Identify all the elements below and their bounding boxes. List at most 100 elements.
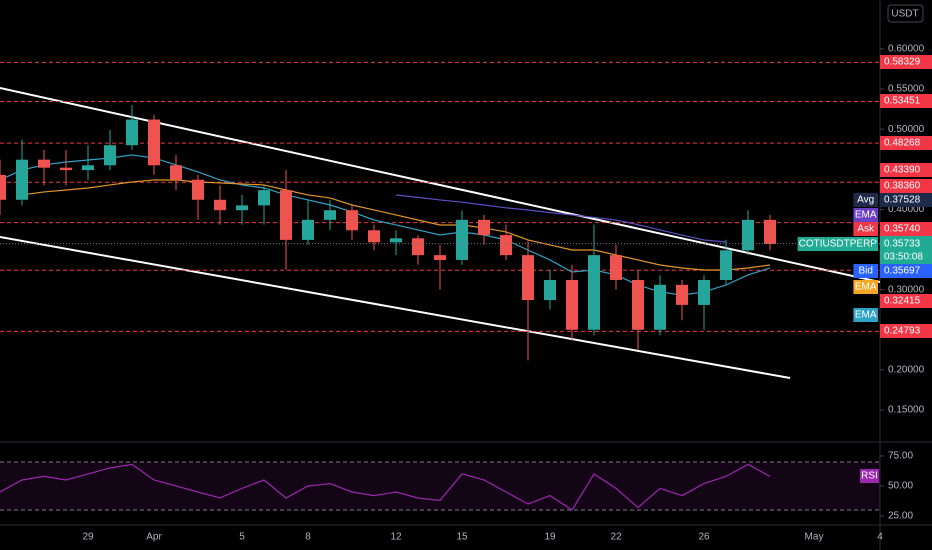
- level-label: 0.58329: [884, 57, 921, 68]
- candle-body: [38, 159, 50, 168]
- tag-label: Bid: [858, 266, 872, 277]
- rsi-tag-box: [860, 469, 879, 483]
- level-box: [880, 294, 932, 308]
- y-tick-label: 0.55000: [888, 84, 925, 95]
- candle-body: [368, 230, 380, 243]
- tag-box: [853, 193, 878, 207]
- candle-body: [610, 255, 622, 281]
- x-tick-label: 8: [305, 532, 311, 543]
- price-value: 0.37528: [884, 195, 921, 206]
- level-box: [880, 94, 932, 108]
- candle-body: [0, 174, 6, 200]
- y-tick-label: 0.15000: [888, 405, 925, 416]
- candle-body: [82, 165, 94, 171]
- level-label: 0.48268: [884, 138, 921, 149]
- x-tick-label: 15: [456, 532, 468, 543]
- candle-body: [236, 205, 248, 211]
- currency-box[interactable]: [887, 4, 924, 23]
- axes: 0.150000.200000.250000.300000.350000.400…: [82, 44, 932, 543]
- candle-body: [16, 159, 28, 200]
- rsi-tick-label: 75.00: [888, 451, 913, 462]
- price-box: [880, 222, 932, 236]
- candle-body: [764, 219, 776, 244]
- candle-body: [522, 255, 534, 301]
- candle-body: [478, 219, 490, 236]
- candle-body: [544, 280, 556, 301]
- candle-body: [500, 235, 512, 256]
- tag-box: [853, 208, 878, 222]
- ema-line: [395, 194, 727, 243]
- level-label: 0.38360: [884, 181, 921, 192]
- candle-body: [434, 255, 446, 260]
- x-tick-label: 5: [239, 532, 245, 543]
- tag-label: EMA: [855, 310, 877, 321]
- candle-body: [412, 238, 424, 256]
- x-tick-label: Apr: [146, 532, 162, 543]
- tag-label: Ask: [857, 224, 875, 235]
- candle-body: [346, 210, 358, 231]
- trend-line: [0, 87, 880, 283]
- rsi-tick-label: 50.00: [888, 481, 913, 492]
- rsi-pane: [0, 461, 880, 511]
- tag-label: COTIUSDTPERP: [799, 239, 878, 250]
- candle-body: [60, 167, 72, 171]
- tag-label: Avg: [857, 195, 874, 206]
- currency[interactable]: USDT: [891, 9, 918, 20]
- candle-body: [280, 190, 292, 240]
- candle-body: [324, 210, 336, 220]
- level-box: [880, 179, 932, 193]
- tag-box: [853, 308, 878, 322]
- tag-box: [853, 264, 878, 278]
- countdown: 03:50:08: [884, 252, 923, 263]
- candle-body: [456, 219, 468, 260]
- candle-body: [104, 145, 116, 166]
- level-box: [880, 136, 932, 150]
- x-tick-label: 26: [698, 532, 710, 543]
- level-box: [880, 163, 932, 177]
- price-value: 0.35733: [884, 239, 921, 250]
- candle-body: [676, 284, 688, 305]
- level-box: [880, 324, 932, 338]
- candle-body: [170, 165, 182, 180]
- candle-body: [654, 284, 666, 330]
- candle-body: [148, 119, 160, 166]
- ema-line: [0, 154, 771, 296]
- candle-body: [632, 280, 644, 330]
- candle-body: [720, 250, 732, 281]
- y-tick-label: 0.40000: [888, 204, 925, 215]
- tag-label: EMA: [855, 282, 877, 293]
- level-label: 0.24793: [884, 326, 921, 337]
- rsi-tick-label: 25.00: [888, 511, 913, 522]
- level-box: [880, 55, 932, 69]
- tag-box: [797, 237, 878, 251]
- y-tick-label: 0.60000: [888, 44, 925, 55]
- ema-line: [21, 179, 771, 271]
- price-box: [880, 236, 932, 264]
- level-label: 0.32415: [884, 296, 921, 307]
- candle-body: [390, 238, 402, 243]
- rsi-tag: RSI: [861, 471, 878, 482]
- candle-body: [742, 219, 754, 251]
- x-tick-label: 29: [82, 532, 94, 543]
- y-tick-label: 0.50000: [888, 124, 925, 135]
- candle-body: [192, 179, 204, 200]
- candle-body: [698, 280, 710, 305]
- candle-body: [566, 280, 578, 330]
- tag-box: [853, 222, 878, 236]
- price-box: [880, 264, 932, 278]
- y-tick-label: 0.20000: [888, 365, 925, 376]
- level-label: 0.53451: [884, 96, 921, 107]
- x-tick-label: 12: [390, 532, 402, 543]
- y-tick-label: 0.30000: [888, 284, 925, 295]
- price-value: 0.35697: [884, 266, 921, 277]
- main-pane: [0, 61, 880, 379]
- price-value: 0.35740: [884, 224, 921, 235]
- candle-body: [302, 219, 314, 240]
- trend-line: [0, 236, 791, 379]
- price-box: [880, 193, 932, 207]
- tag-label: EMA: [855, 210, 877, 221]
- candle-body: [126, 119, 138, 146]
- x-tick-label: 4: [877, 532, 883, 543]
- level-label: 0.43390: [884, 165, 921, 176]
